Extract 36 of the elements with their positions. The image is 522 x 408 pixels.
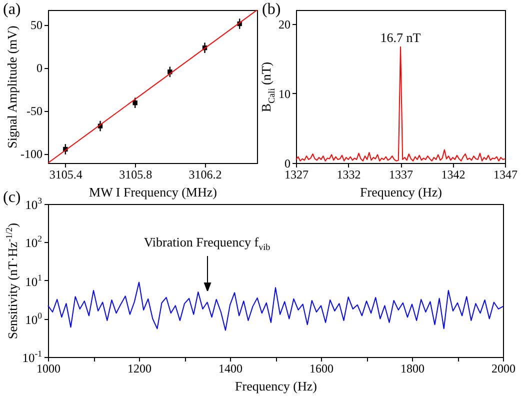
y-tick-label: 10$^{2}$ — [25, 234, 42, 250]
y-tick-label: 0 — [284, 156, 290, 170]
line-series — [48, 282, 504, 331]
x-tick-label: 2000 — [492, 362, 516, 376]
x-tick-label: 1332 — [336, 168, 361, 182]
annotation: 16.7 nT — [380, 30, 421, 45]
x-tick-label: 1800 — [400, 362, 424, 376]
y-tick-label: -100 — [20, 147, 42, 162]
x-tick-label: 1200 — [128, 362, 152, 376]
y-tick-label: 10$^{0}$ — [25, 310, 42, 327]
x-axis-title: Frequency (Hz) — [360, 184, 442, 200]
x-tick-label: 1342 — [441, 168, 466, 182]
y-tick-label: 20 — [278, 17, 290, 32]
x-tick-label: 1347 — [494, 168, 518, 182]
chart-title: (b) — [262, 1, 281, 18]
y-tick-label: 10$^{3}$ — [25, 196, 42, 212]
y-tick-label: 10$^{1}$ — [25, 272, 42, 288]
x-tick-label: 1327 — [284, 168, 308, 182]
x-axis-title: Frequency (Hz) — [235, 378, 317, 394]
y-tick-label: 50 — [30, 18, 42, 32]
y-tick-label: -50 — [26, 104, 42, 118]
x-tick-label: 1337 — [389, 168, 413, 182]
point — [132, 100, 138, 106]
line-series — [296, 46, 506, 162]
x-axis-title: MW I Frequency (MHz) — [89, 184, 217, 200]
y-tick-label: 0 — [36, 61, 42, 76]
x-tick-label: 3105.8 — [119, 168, 152, 182]
chart-title: (a) — [3, 1, 21, 18]
y-tick-label: 10 — [278, 86, 290, 101]
annotation: Vibration Frequency f$_{vib}$ — [144, 234, 270, 252]
x-tick-label: 1600 — [310, 362, 334, 376]
x-tick-label: 3105.4 — [49, 168, 82, 182]
y-axis-title: Signal Amplitude (mV) — [4, 25, 20, 148]
chart-title: (c) — [3, 189, 21, 206]
x-tick-label: 1400 — [218, 362, 242, 376]
x-tick-label: 3106.2 — [188, 168, 222, 182]
